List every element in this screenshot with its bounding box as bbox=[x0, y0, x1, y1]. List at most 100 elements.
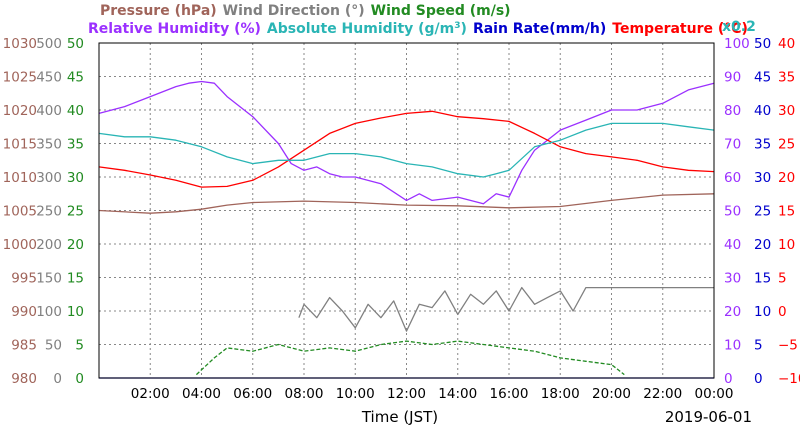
rain_rate-tick-label: 30 bbox=[754, 170, 771, 186]
x-tick-label: 16:00 bbox=[490, 386, 529, 402]
relative_humidity-tick-label: 80 bbox=[724, 103, 741, 119]
chart-date: 2019-06-01 bbox=[665, 408, 752, 426]
x-tick-label: 20:00 bbox=[592, 386, 631, 402]
relative_humidity-tick-label: 20 bbox=[724, 304, 741, 320]
pressure-tick-label: 1030 bbox=[3, 36, 37, 52]
pressure-tick-label: 980 bbox=[11, 371, 37, 387]
temperature-tick-label: −5 bbox=[778, 338, 798, 354]
temperature-tick-label: 25 bbox=[778, 137, 795, 153]
rain_rate-tick-label: 5 bbox=[754, 338, 763, 354]
relative_humidity-tick-label: 10 bbox=[724, 338, 741, 354]
x-tick-label: 10:00 bbox=[336, 386, 375, 402]
legend-entry: Wind Speed (m/s) bbox=[371, 3, 511, 19]
wind_direction-tick-label: 350 bbox=[36, 137, 62, 153]
wind_direction-tick-label: 450 bbox=[36, 70, 62, 86]
rain_rate-tick-label: 10 bbox=[754, 304, 771, 320]
series-line-wind-direction bbox=[298, 286, 714, 332]
x-tick-label: 06:00 bbox=[233, 386, 272, 402]
temperature-tick-label: 0 bbox=[778, 304, 787, 320]
temperature-tick-label: 35 bbox=[778, 70, 795, 86]
legend-entry: Absolute Humidity (g/m bbox=[267, 21, 454, 37]
temperature-tick-label: 10 bbox=[778, 237, 795, 253]
plot-frame bbox=[98, 42, 715, 379]
x-tick-label: 08:00 bbox=[285, 386, 324, 402]
wind_speed-tick-label: 25 bbox=[67, 204, 84, 220]
rain_rate-tick-label: 45 bbox=[754, 70, 771, 86]
wind_speed-tick-label: 20 bbox=[67, 237, 84, 253]
relative_humidity-tick-label: 30 bbox=[724, 271, 741, 287]
pressure-tick-label: 995 bbox=[11, 271, 37, 287]
temperature-tick-label: 40 bbox=[778, 36, 795, 52]
temperature-tick-label: −10 bbox=[778, 371, 800, 387]
relative_humidity-tick-label: 0 bbox=[724, 371, 733, 387]
wind_direction-tick-label: 500 bbox=[36, 36, 62, 52]
pressure-tick-label: 1010 bbox=[3, 170, 37, 186]
x-tick-label: 18:00 bbox=[541, 386, 580, 402]
pressure-tick-label: 1025 bbox=[3, 70, 37, 86]
x-tick-label: 00:00 bbox=[695, 386, 734, 402]
legend-close: ) bbox=[461, 21, 467, 37]
relative_humidity-tick-label: 60 bbox=[724, 170, 741, 186]
pressure-tick-label: 985 bbox=[11, 338, 37, 354]
wind_direction-tick-label: 150 bbox=[36, 271, 62, 287]
y-axes: 1030102510201015101010051000995990985980… bbox=[3, 36, 800, 387]
legend-entry: Relative Humidity (%) bbox=[88, 21, 261, 37]
wind_direction-tick-label: 300 bbox=[36, 170, 62, 186]
series-line-temperature-c bbox=[98, 110, 715, 188]
wind_speed-tick-label: 50 bbox=[67, 36, 84, 52]
rain_rate-tick-label: 25 bbox=[754, 204, 771, 220]
x-tick-label: 12:00 bbox=[387, 386, 426, 402]
x-tick-label: 22:00 bbox=[643, 386, 682, 402]
pressure-tick-label: 1020 bbox=[3, 103, 37, 119]
rain_rate-tick-label: 40 bbox=[754, 103, 771, 119]
chart-grid bbox=[99, 43, 714, 378]
legend-entry: Temperature (°C) bbox=[612, 21, 748, 37]
pressure-tick-label: 1005 bbox=[3, 204, 37, 220]
legend-entry: Rain Rate(mm/h) bbox=[473, 21, 606, 37]
series-line-absolute-humidity-g-m3-x0-2 bbox=[98, 122, 715, 178]
wind_direction-tick-label: 200 bbox=[36, 237, 62, 253]
relative_humidity-tick-label: 50 bbox=[724, 204, 741, 220]
series-line-wind-speed-m-s bbox=[195, 340, 625, 376]
wind_speed-tick-label: 40 bbox=[67, 103, 84, 119]
temperature-tick-label: 15 bbox=[778, 204, 795, 220]
wind_speed-tick-label: 30 bbox=[67, 170, 84, 186]
rain_rate-tick-label: 50 bbox=[754, 36, 771, 52]
rain_rate-tick-label: 20 bbox=[754, 237, 771, 253]
legend-row: Relative Humidity (%) Absolute Humidity (… bbox=[88, 21, 748, 37]
wind_direction-tick-label: 400 bbox=[36, 103, 62, 119]
rain_rate-tick-label: 15 bbox=[754, 271, 771, 287]
relative_humidity-tick-label: 100 bbox=[724, 36, 750, 52]
pressure-tick-label: 1000 bbox=[3, 237, 37, 253]
x-tick-label: 04:00 bbox=[182, 386, 221, 402]
wind_speed-tick-label: 5 bbox=[75, 338, 84, 354]
pressure-tick-label: 990 bbox=[11, 304, 37, 320]
legend-superscript: 3 bbox=[454, 21, 460, 31]
wind_direction-tick-label: 100 bbox=[36, 304, 62, 320]
wind_speed-tick-label: 0 bbox=[75, 371, 84, 387]
wind_direction-tick-label: 250 bbox=[36, 204, 62, 220]
x-axis-title: Time (JST) bbox=[361, 408, 438, 426]
x-tick-label: 02:00 bbox=[131, 386, 170, 402]
legend-scale-note: x0.2 bbox=[722, 19, 756, 35]
relative_humidity-tick-label: 70 bbox=[724, 137, 741, 153]
relative_humidity-tick-label: 40 bbox=[724, 237, 741, 253]
pressure-tick-label: 1015 bbox=[3, 137, 37, 153]
x-tick-label: 14:00 bbox=[438, 386, 477, 402]
wind_speed-tick-label: 45 bbox=[67, 70, 84, 86]
x-axis: 02:00 04:00 06:00 08:00 10:00 12:00 14:00 16:00… bbox=[131, 386, 752, 426]
wind_direction-tick-label: 0 bbox=[53, 371, 62, 387]
temperature-tick-label: 20 bbox=[778, 170, 795, 186]
temperature-tick-label: 30 bbox=[778, 103, 795, 119]
series-line-relative-humidity bbox=[98, 80, 715, 205]
temperature-tick-label: 5 bbox=[778, 271, 787, 287]
rain_rate-tick-label: 35 bbox=[754, 137, 771, 153]
wind_speed-tick-label: 15 bbox=[67, 271, 84, 287]
relative_humidity-tick-label: 90 bbox=[724, 70, 741, 86]
wind_speed-tick-label: 35 bbox=[67, 137, 84, 153]
wind_speed-tick-label: 10 bbox=[67, 304, 84, 320]
rain_rate-tick-label: 0 bbox=[754, 371, 763, 387]
legend-row: Pressure (hPa) Wind Direction (°) Wind Spe… bbox=[100, 3, 511, 19]
legend-entry: Wind Direction (°) bbox=[223, 3, 365, 19]
